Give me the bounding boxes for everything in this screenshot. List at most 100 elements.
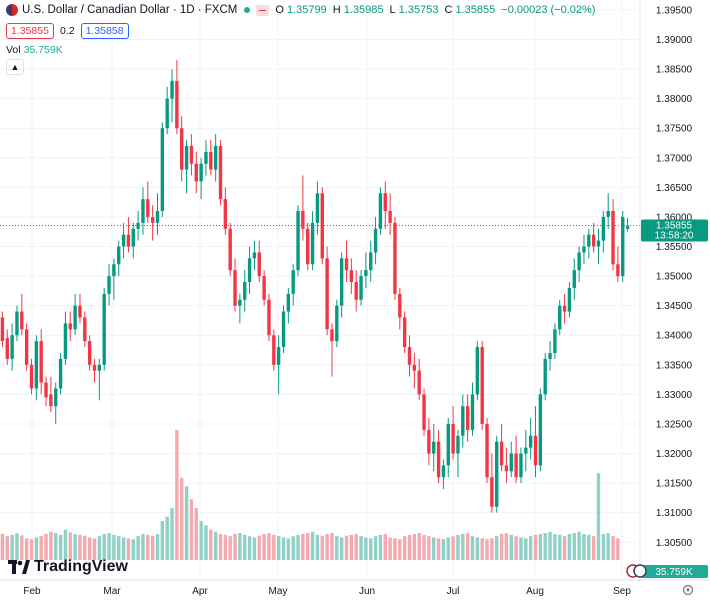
- candle: [247, 246, 252, 294]
- minus-icon[interactable]: [256, 4, 270, 16]
- candle: [44, 376, 48, 407]
- candle: [0, 311, 5, 348]
- price-tick-label: 1.30500: [656, 538, 693, 549]
- candle: [63, 311, 68, 365]
- candle: [170, 69, 174, 123]
- price-tick-label: 1.34000: [656, 331, 693, 342]
- candle: [29, 358, 34, 395]
- volume-bar: [349, 534, 354, 560]
- price-tick-label: 1.36000: [656, 212, 693, 223]
- volume-bar: [364, 537, 368, 560]
- candle: [606, 193, 610, 229]
- candle: [625, 217, 630, 232]
- sell-button[interactable]: 1.35855: [6, 23, 54, 39]
- volume-bar: [587, 534, 591, 560]
- volume-bar: [199, 521, 203, 560]
- volume-bar: [218, 534, 223, 560]
- collapse-legend-button[interactable]: ▲: [6, 59, 24, 75]
- volume-bar: [194, 508, 198, 560]
- candle: [519, 447, 523, 484]
- volume-bar: [553, 534, 557, 560]
- candle: [533, 406, 538, 478]
- volume-bar: [325, 534, 329, 560]
- price-tick-label: 1.35000: [656, 272, 693, 283]
- candle: [39, 329, 43, 395]
- volume-bar: [78, 534, 82, 560]
- candle: [296, 205, 300, 277]
- candle: [587, 228, 591, 259]
- time-tick-label: Mar: [103, 586, 121, 597]
- tradingview-logo-icon: [8, 560, 30, 574]
- volume-bar: [63, 529, 68, 560]
- volume-bar: [228, 536, 232, 560]
- candle: [388, 193, 392, 235]
- price-tick-label: 1.38000: [656, 94, 693, 105]
- time-axis[interactable]: Feb Mar Apr May Jun Jul Aug Sep: [23, 586, 631, 597]
- candle: [562, 293, 567, 324]
- tradingview-logo[interactable]: TradingView: [8, 558, 128, 576]
- candle: [160, 122, 165, 217]
- symbol-title[interactable]: U.S. Dollar / Canadian Dollar · 1D · FXC…: [22, 4, 238, 16]
- candle: [49, 376, 53, 413]
- volume-legend: Vol 35.759K: [6, 44, 63, 56]
- price-tick-label: 1.34500: [656, 301, 693, 312]
- volume-bar: [112, 534, 116, 560]
- price-axis-bg[interactable]: [640, 0, 710, 580]
- candle: [92, 358, 97, 383]
- candle: [383, 181, 387, 229]
- price-axis[interactable]: 1.39500 1.39000 1.38500 1.38000 1.37500 1.370…: [656, 5, 693, 548]
- volume-bar: [582, 534, 586, 560]
- market-status-icon: [244, 7, 251, 13]
- candle: [131, 222, 135, 259]
- candle: [204, 140, 208, 176]
- volume-bar: [10, 534, 14, 560]
- candle: [344, 240, 349, 282]
- candle: [267, 293, 271, 342]
- volume-bar: [58, 534, 63, 560]
- volume-bar: [485, 539, 489, 560]
- candle: [24, 323, 29, 371]
- spread-value: 0.2: [59, 25, 75, 37]
- volume-bar: [146, 534, 150, 560]
- volume-bar: [402, 536, 407, 560]
- volume-bar: [117, 536, 121, 560]
- volume-bar: [223, 534, 228, 560]
- price-tick-label: 1.31500: [656, 479, 693, 490]
- volume-bar: [83, 535, 87, 560]
- candle: [107, 264, 111, 306]
- volume-label[interactable]: Vol: [6, 44, 21, 56]
- candle: [34, 335, 39, 401]
- candle: [209, 140, 213, 176]
- candle: [175, 60, 179, 135]
- candle: [155, 193, 160, 235]
- volume-bar: [131, 539, 135, 560]
- volume-bar: [39, 536, 43, 560]
- volume-bar: [97, 536, 102, 560]
- volume-bar: [504, 533, 509, 560]
- volume-bar: [262, 534, 266, 560]
- chevron-up-icon: ▲: [10, 62, 20, 72]
- candle: [184, 140, 189, 194]
- candle: [495, 435, 499, 513]
- candle: [582, 234, 586, 265]
- volume-bar: [451, 536, 455, 560]
- flag-icon[interactable]: [626, 564, 647, 578]
- volume-bar: [417, 533, 421, 560]
- volume-bar: [388, 537, 392, 560]
- volume-bar: [49, 531, 53, 560]
- volume-bar: [422, 534, 426, 560]
- volume-bar: [427, 536, 431, 560]
- volume-bar: [267, 533, 271, 560]
- volume-bar: [611, 536, 615, 560]
- candle: [320, 187, 324, 265]
- volume-bar: [616, 538, 620, 560]
- candle: [233, 258, 237, 312]
- volume-bar: [233, 534, 237, 560]
- buy-button[interactable]: 1.35858: [80, 23, 129, 39]
- candle: [335, 299, 339, 348]
- volume-bar: [548, 531, 552, 560]
- settings-icon[interactable]: [682, 584, 694, 596]
- candle: [407, 335, 412, 377]
- volume-bar: [257, 535, 261, 560]
